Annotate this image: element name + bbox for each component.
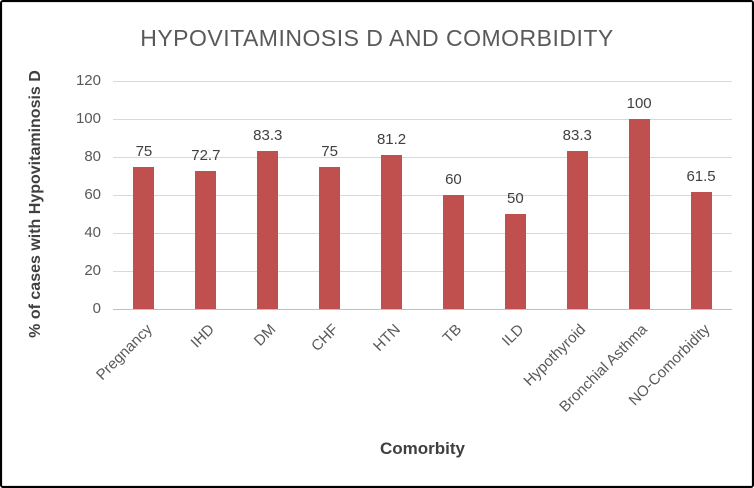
gridline	[113, 233, 732, 234]
bar-no-comorbidity	[690, 192, 712, 309]
bar-value-label: 81.2	[376, 130, 407, 148]
bar-value-label: 61.5	[686, 168, 716, 186]
y-tick-label: 20	[84, 262, 101, 279]
y-tick-label: 100	[75, 110, 101, 127]
gridline	[113, 195, 732, 196]
bar-value-label: 100	[626, 95, 652, 112]
bar-chf	[319, 166, 341, 309]
x-category-label: HTN	[369, 321, 404, 355]
bar-value-label: 83.3	[562, 126, 592, 144]
bar-value-label: 60	[445, 171, 462, 188]
x-category-label: DM	[251, 321, 280, 350]
bar-dm	[257, 150, 279, 309]
gridline	[113, 271, 732, 272]
bar-bronchial-asthma	[628, 119, 650, 309]
bar-value-label: 83.3	[253, 126, 283, 144]
x-axis-line	[113, 309, 732, 310]
bar-value-label: 75	[321, 142, 338, 160]
bar-hypothyroid	[566, 150, 588, 309]
x-axis-title: Comorbity	[380, 439, 465, 458]
x-category-label: Pregnancy	[93, 321, 156, 384]
bar-tb	[442, 195, 464, 309]
x-category-label: IHD	[187, 321, 218, 352]
bar-htn	[381, 154, 403, 309]
x-category-label: ILD	[498, 321, 528, 350]
x-category-label: CHF	[307, 321, 342, 355]
bar-pregnancy	[133, 166, 155, 309]
bar-value-label: 75	[135, 142, 153, 160]
gridline	[113, 81, 732, 82]
y-tick-label: 0	[92, 300, 101, 317]
x-category-label: TB	[439, 321, 466, 347]
gridline	[113, 119, 732, 120]
bar-ild	[504, 214, 526, 309]
y-tick-label: 80	[84, 148, 101, 165]
bar-value-label: 72.7	[191, 146, 221, 164]
plot-area: 0 20 40 60 80 100 120 75 Pregnancy 72.7 IHD 83.3 DM 7…	[76, 72, 732, 416]
y-axis-title: % of cases with Hypovitaminosis D	[27, 70, 44, 338]
bar-ihd	[195, 170, 217, 309]
y-tick-label: 120	[75, 72, 101, 89]
y-tick-label: 60	[84, 186, 101, 203]
chart-title: HYPOVITAMINOSIS D AND COMORBIDITY	[140, 25, 614, 51]
bar-value-label: 50	[507, 190, 524, 207]
y-tick-label: 40	[84, 224, 101, 241]
gridline	[113, 157, 732, 158]
